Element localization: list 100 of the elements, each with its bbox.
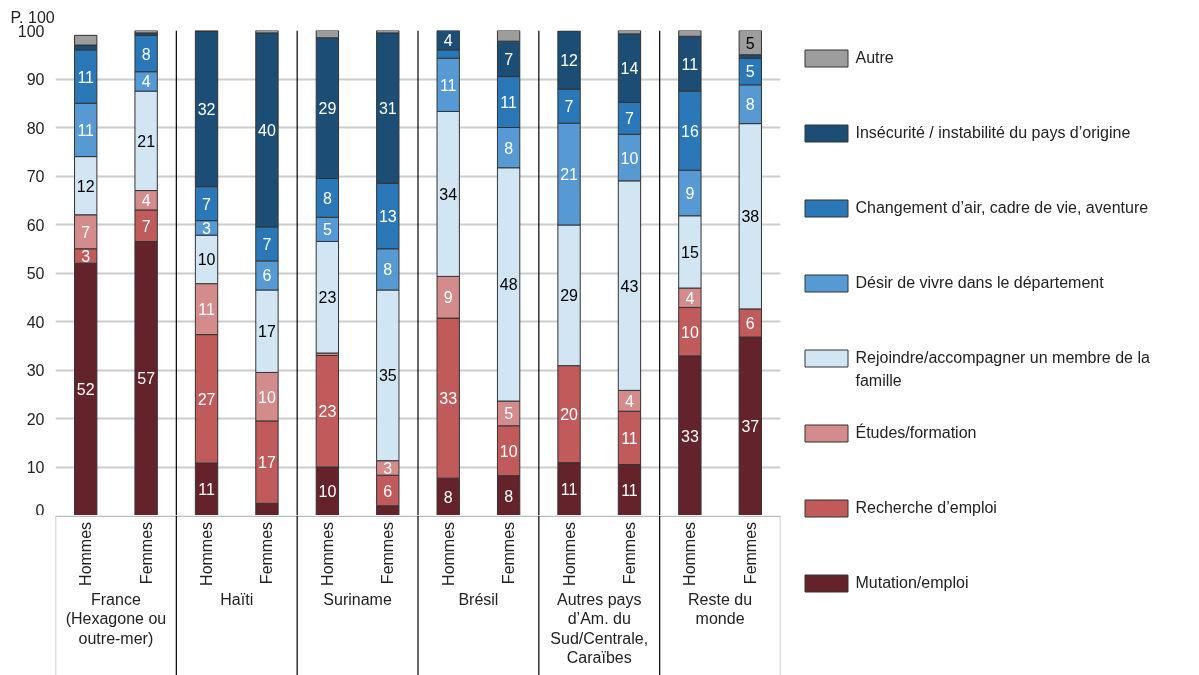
legend-label: Changement d’air, cadre de vie, aventure: [855, 198, 1149, 216]
data-label: 7: [141, 217, 151, 235]
data-label: 20: [560, 406, 579, 424]
y-tick-label: 10: [26, 459, 45, 476]
data-label: 7: [202, 195, 212, 213]
data-label: 11: [560, 481, 578, 499]
data-label: 5: [504, 405, 514, 423]
y-tick-label: 70: [26, 168, 45, 185]
legend-label: Insécurité / instabilité du pays d’origine: [855, 123, 1131, 141]
text: France (Hexagone ou outre-mer): [65, 590, 167, 647]
data-label: 5: [745, 63, 755, 81]
text: Reste du monde: [688, 590, 753, 628]
data-label: 8: [141, 45, 151, 63]
data-label: 31: [378, 100, 397, 118]
data-label: 6: [745, 314, 755, 332]
x-tick-label: Femmes: [741, 521, 759, 585]
data-label: 52: [76, 381, 95, 399]
data-label: 8: [322, 189, 332, 207]
data-label: 8: [443, 488, 453, 506]
x-tick-label: Femmes: [620, 521, 638, 585]
data-label: 4: [443, 32, 453, 50]
data-label: 4: [625, 392, 635, 410]
y-tick-label: 30: [26, 362, 45, 379]
legend-label: Mutation/emploi: [855, 573, 969, 591]
data-label: 3: [383, 459, 393, 477]
data-label: 40: [258, 121, 276, 139]
x-tick-label: Hommes: [560, 521, 578, 586]
y-tick-label: 0: [35, 501, 45, 519]
data-label: 48: [499, 276, 518, 294]
data-label: 27: [197, 390, 216, 408]
y-tick-label: 50: [26, 265, 45, 282]
data-label: 8: [504, 139, 514, 157]
data-label: 5: [322, 221, 332, 239]
legend-label: Études/formation: [855, 422, 977, 441]
data-label: 43: [620, 277, 639, 295]
data-label: 12: [560, 52, 579, 70]
data-label: 4: [141, 192, 151, 210]
data-label: 10: [197, 251, 216, 269]
data-label: 57: [137, 370, 156, 388]
y-tick-label: 80: [26, 119, 45, 137]
data-label: 11: [77, 68, 95, 86]
x-tick-label: Hommes: [198, 521, 216, 586]
data-label: 10: [499, 442, 518, 460]
x-tick-label: Hommes: [681, 521, 699, 586]
data-label: 7: [262, 235, 272, 253]
data-label: 10: [258, 388, 276, 406]
data-label: 10: [620, 149, 639, 167]
data-label: 3: [81, 248, 91, 266]
data-label: 8: [745, 96, 755, 114]
data-label: 12: [76, 177, 95, 195]
data-label: 7: [625, 110, 635, 128]
data-label: 6: [383, 482, 393, 500]
data-label: 34: [439, 185, 458, 203]
data-label: 9: [685, 184, 695, 202]
data-label: 10: [680, 323, 699, 341]
data-label: 21: [560, 166, 579, 184]
legend-label: Autre: [855, 48, 894, 66]
data-label: 11: [621, 482, 638, 500]
x-tick-label: Femmes: [379, 521, 397, 585]
x-tick-label: Femmes: [137, 521, 155, 585]
data-label: 11: [439, 76, 457, 94]
text: Suriname: [323, 590, 392, 608]
data-label: 35: [378, 367, 397, 385]
data-label: 29: [560, 287, 579, 305]
data-label: 4: [685, 289, 695, 307]
x-tick-label: Hommes: [318, 521, 336, 586]
data-label: 15: [680, 243, 699, 261]
data-label: 7: [81, 223, 91, 241]
data-label: 14: [620, 60, 639, 78]
text: Autres pays d’Am. du Sud/Centrale, Caraïbes: [550, 590, 649, 667]
data-label: 32: [197, 101, 216, 119]
data-label: 21: [137, 132, 156, 150]
y-tick-label: 60: [26, 216, 45, 234]
data-label: 33: [680, 427, 699, 445]
data-label: 38: [741, 208, 760, 226]
data-label: 3: [202, 219, 212, 237]
data-label: 33: [439, 390, 458, 408]
data-label: 4: [141, 73, 151, 91]
data-label: 11: [77, 121, 95, 139]
data-label: 16: [680, 122, 699, 140]
text: Brésil: [458, 590, 499, 608]
legend-label: Rejoindre/accompagner un membre de la famille: [855, 348, 1150, 390]
data-label: 9: [443, 289, 453, 307]
y-tick-label: 20: [26, 410, 45, 428]
data-label: 7: [564, 98, 574, 116]
y-tick-label: 40: [26, 313, 45, 331]
data-label: 5: [745, 34, 755, 52]
data-label: 8: [504, 487, 514, 505]
x-tick-label: Femmes: [258, 521, 276, 585]
y-tick-label: 90: [26, 71, 45, 88]
data-label: 23: [318, 289, 337, 307]
x-tick-label: Femmes: [500, 521, 518, 585]
data-label: 10: [318, 483, 337, 501]
legend-label: Désir de vivre dans le département: [855, 273, 1105, 291]
data-label: 8: [383, 261, 393, 279]
data-label: 11: [198, 481, 215, 499]
x-tick-label: Hommes: [77, 521, 95, 586]
data-label: 6: [262, 267, 272, 285]
data-label: 17: [258, 454, 276, 472]
data-label: 13: [378, 208, 397, 226]
